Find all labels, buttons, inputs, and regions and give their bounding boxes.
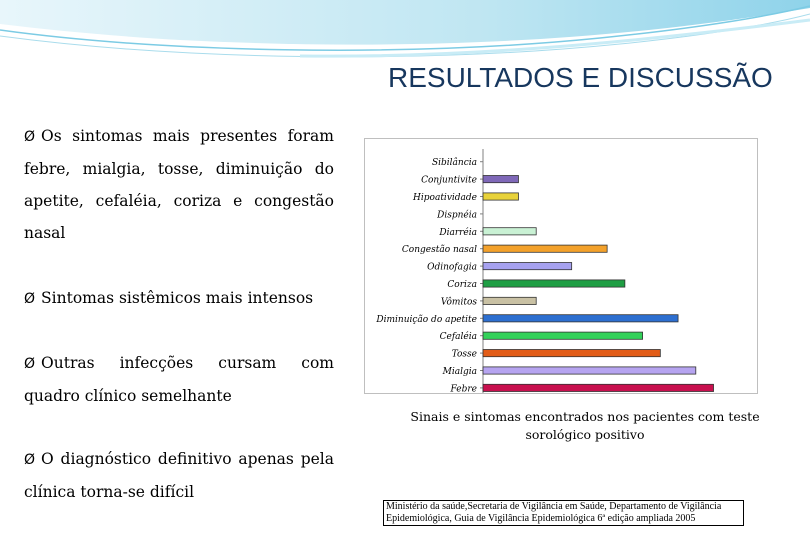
bar [482,262,573,271]
bar [482,314,679,323]
category-label: Tosse [452,350,477,360]
bar [482,331,644,340]
bullet-text: O diagnóstico definitivo apenas pela clí… [24,450,334,501]
bullet-main-symptoms: Ø Os sintomas mais presentes foram febre,… [24,120,334,249]
arrow-bullet-icon: Ø [24,452,36,468]
bar [482,349,661,358]
category-label: Sibilância [432,157,477,168]
arrow-bullet-icon: Ø [24,356,36,372]
bar [482,383,714,392]
category-label: Diarréia [438,227,477,238]
category-label: Coriza [447,280,477,290]
header-wave-decoration [0,0,810,58]
category-label: Odinofagia [427,263,477,273]
category-label: Vômitos [441,296,478,307]
source-citation: Ministério da saúde,Secretaria de Vigilâ… [383,500,744,526]
bullet-systemic-symptoms: Ø Sintomas sistêmicos mais intensos [24,282,334,315]
bar [482,279,626,288]
chart-caption: Sinais e sintomas encontrados nos pacien… [410,409,760,442]
bar [482,296,537,305]
bar [482,192,519,201]
bar [482,366,697,375]
category-label: Diminuição do apetite [375,314,477,325]
category-label: Cefaléia [440,331,477,342]
category-label: Febre [450,384,477,393]
bar [482,244,608,253]
category-label: Congestão nasal [402,244,477,255]
category-label: Conjuntivite [421,176,477,186]
category-label: Mialgia [442,367,477,377]
category-label: Hipoatividade [412,193,477,203]
arrow-bullet-icon: Ø [24,129,36,145]
bar [482,175,519,184]
category-label: Dispnéia [436,209,477,220]
slide-title: RESULTADOS E DISCUSSÃO [388,62,773,93]
symptoms-chart: Sibilância Conjuntivite Hipoatividade Dispn… [364,138,758,394]
bullet-text: Sintomas sistêmicos mais intensos [41,289,314,307]
bullet-text: Os sintomas mais presentes foram febre, … [24,127,334,242]
bullet-text: Outras infecções cursam com quadro clíni… [24,354,334,405]
symptoms-bar-chart: Sibilância Conjuntivite Hipoatividade Dispn… [375,149,714,393]
bar [482,227,537,236]
bullet-other-infections: Ø Outras infecções cursam com quadro clín… [24,347,334,412]
arrow-bullet-icon: Ø [24,291,36,307]
